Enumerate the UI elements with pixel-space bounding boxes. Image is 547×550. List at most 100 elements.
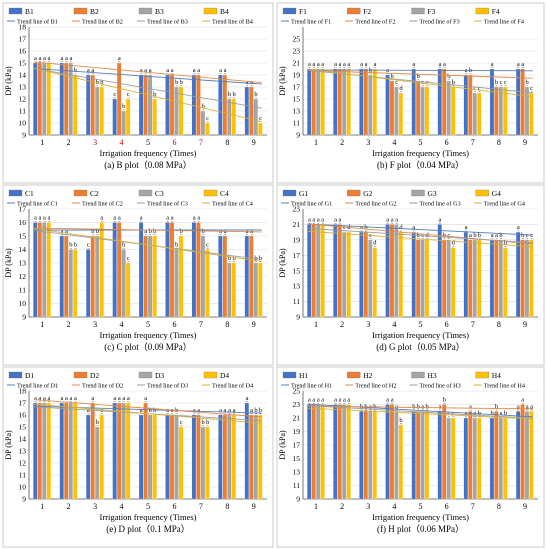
bar-F3-2 [342, 68, 347, 136]
significance-label: a [34, 55, 37, 62]
significance-label: a [308, 397, 311, 404]
bar-D1-4 [112, 402, 117, 500]
trend-lines [308, 223, 533, 248]
trend-lines [34, 227, 262, 262]
significance-label: a [65, 395, 68, 402]
significance-label: b [228, 255, 231, 262]
significance-label: b [495, 403, 498, 410]
bar-G3-6 [446, 239, 451, 318]
significance-label: c [113, 91, 116, 98]
bar-G2-2 [337, 224, 342, 318]
trend-legend-label-3: Trend line of G3 [420, 201, 461, 208]
significance-label: b [417, 73, 420, 80]
bar-C2-3 [90, 235, 95, 318]
significance-label: a [312, 61, 315, 68]
x-tick-label: 7 [471, 502, 475, 511]
legend-swatch-H4 [475, 371, 489, 379]
x-tick-label: 4 [120, 502, 124, 511]
legend-label-B3: B3 [155, 7, 164, 16]
x-tick-label: 8 [497, 138, 501, 147]
bar-H4-7 [477, 417, 482, 500]
bar-G2-1 [311, 224, 316, 318]
legend-swatch-G3 [411, 189, 425, 197]
bar-G3-7 [472, 239, 477, 318]
bar-D1-5 [138, 414, 144, 500]
significance-label: a [39, 55, 42, 62]
bar-D3-5 [147, 414, 153, 500]
bar-D2-6 [169, 414, 175, 500]
bar-G1-1 [307, 224, 312, 318]
bar-B4-2 [73, 74, 78, 136]
y-tick-label: 11 [293, 297, 300, 306]
significance-label: a [347, 61, 350, 68]
significance-label: b [122, 242, 125, 249]
x-tick-label: 1 [314, 320, 318, 329]
significance-label: a [193, 407, 196, 414]
bar-B1-6 [165, 74, 170, 136]
x-tick-label: 6 [445, 138, 449, 147]
significance-label: a [521, 397, 524, 404]
x-tick-label: 3 [93, 502, 97, 511]
bar-H1-4 [385, 404, 390, 500]
bar-D1-8 [218, 414, 223, 500]
bar-C1-7 [191, 222, 197, 318]
legend-swatch-B1 [8, 7, 23, 15]
x-tick-label: 9 [252, 502, 256, 511]
bar-B3-4 [121, 110, 126, 136]
trend-line-B4 [34, 67, 262, 123]
significance-label: a [439, 403, 442, 410]
bar-H2-6 [442, 404, 447, 500]
significance-label: b [504, 240, 507, 247]
x-axis-title: Irrigation frequency (Times) [100, 330, 197, 340]
significance-label: b [443, 397, 446, 404]
y-tick-label: 21 [293, 59, 301, 68]
x-tick-label: 4 [120, 138, 124, 147]
bar-B2-1 [37, 62, 42, 136]
significance-label: a [34, 215, 37, 222]
bar-C1-1 [33, 222, 38, 318]
bar-G4-2 [346, 232, 351, 318]
significance-label: a [521, 61, 524, 68]
trend-legend-label-2: Trend line of F2 [355, 19, 395, 26]
bar-B4-6 [178, 86, 184, 136]
bar-F4-6 [450, 86, 456, 136]
bar-D4-4 [125, 402, 131, 500]
significance-label: a [321, 397, 324, 404]
legend-swatch-G2 [347, 189, 361, 197]
bar-H2-3 [363, 411, 368, 500]
significance-label: a [171, 67, 174, 74]
x-axis-title: Irrigation frequency (Times) [372, 330, 469, 340]
significance-label: a [250, 407, 253, 414]
significance-label: b [175, 79, 178, 86]
bar-H3-8 [498, 417, 503, 500]
bar-G4-6 [450, 247, 456, 318]
significance-label: c [127, 91, 130, 98]
significance-label: a [360, 61, 363, 68]
y-tick-label: 13 [293, 107, 301, 116]
significance-label: a [144, 395, 147, 402]
bar-D3-8 [227, 414, 232, 500]
bar-C2-2 [64, 235, 69, 318]
trend-legend-label-2: Trend line of G2 [355, 201, 396, 208]
bar-D1-9 [244, 402, 249, 500]
bar-D4-9 [258, 414, 263, 500]
bar-C2-6 [169, 222, 175, 318]
y-tick-label: 19 [293, 71, 301, 80]
bar-B4-3 [99, 86, 104, 136]
bar-D3-9 [253, 414, 258, 500]
legend-label-B4: B4 [220, 7, 229, 16]
significance-label: a [144, 67, 147, 74]
bar-C1-2 [59, 235, 64, 318]
significance-label: a [166, 67, 169, 74]
x-tick-label: 2 [340, 502, 344, 511]
bar-C1-9 [244, 235, 249, 318]
bar-H1-5 [411, 411, 416, 500]
significance-label: a [113, 215, 116, 222]
trend-line-B3 [34, 68, 262, 109]
y-tick-label: 11 [19, 471, 26, 480]
significance-label: a [317, 397, 320, 404]
significance-label: a [360, 224, 363, 231]
y-tick-label: 12 [19, 272, 27, 281]
significance-label: b [100, 79, 103, 86]
bar-H2-7 [468, 411, 473, 500]
